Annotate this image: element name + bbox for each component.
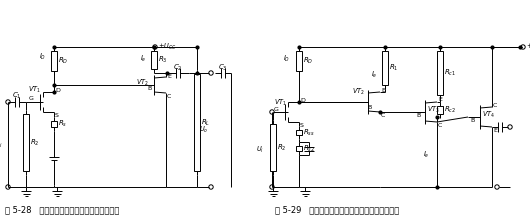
- Text: $VT_2$: $VT_2$: [136, 78, 149, 88]
- Text: $U_o$: $U_o$: [199, 125, 208, 135]
- Text: C: C: [438, 123, 443, 129]
- Text: G: G: [29, 97, 34, 101]
- Text: G: G: [274, 107, 279, 113]
- Text: C: C: [167, 95, 171, 99]
- Text: $R_D$: $R_D$: [303, 56, 313, 66]
- Bar: [51, 121, 57, 127]
- Text: $R_2$: $R_2$: [30, 137, 40, 148]
- Text: D: D: [55, 89, 60, 93]
- Bar: [51, 51, 57, 71]
- Text: B: B: [367, 105, 371, 111]
- Text: $I_e$: $I_e$: [422, 149, 429, 160]
- Bar: [270, 124, 276, 171]
- Text: $C_1$: $C_1$: [12, 91, 22, 101]
- Text: S: S: [300, 123, 304, 129]
- Text: C: C: [381, 113, 385, 119]
- Text: $R_{c1}$: $R_{c1}$: [444, 68, 456, 78]
- Bar: [437, 51, 443, 95]
- Text: $R_{c2}$: $R_{c2}$: [444, 105, 456, 115]
- Bar: [296, 146, 302, 151]
- Text: $U_i$: $U_i$: [0, 139, 2, 150]
- Bar: [296, 130, 302, 135]
- Text: $I_D$: $I_D$: [39, 52, 46, 62]
- Text: 图 5-28   源极接地放大器与射极跟随器的组合: 图 5-28 源极接地放大器与射极跟随器的组合: [5, 206, 119, 214]
- Text: $R_3$: $R_3$: [158, 55, 167, 65]
- Text: $R_{s2}$: $R_{s2}$: [303, 143, 315, 154]
- Text: $R_s$: $R_s$: [58, 119, 67, 129]
- Bar: [23, 114, 29, 171]
- Text: $R_L$: $R_L$: [201, 117, 210, 128]
- Text: B: B: [416, 113, 420, 119]
- Text: D: D: [300, 99, 305, 103]
- Text: $VT_4$: $VT_4$: [482, 110, 495, 120]
- Text: $VT_3$: $VT_3$: [427, 105, 440, 115]
- Text: E: E: [167, 73, 171, 79]
- Text: S: S: [55, 113, 59, 119]
- Text: C: C: [493, 103, 497, 109]
- Text: $VT_2$: $VT_2$: [352, 87, 365, 97]
- Text: $VT_1$: $VT_1$: [28, 85, 41, 95]
- Text: $I_e$: $I_e$: [370, 70, 377, 80]
- Text: $I_D$: $I_D$: [283, 54, 290, 64]
- Text: B: B: [470, 119, 474, 123]
- Text: $U_i$: $U_i$: [256, 144, 264, 155]
- Text: $C_3$: $C_3$: [218, 63, 228, 73]
- Text: E: E: [438, 97, 442, 103]
- Text: $R_2$: $R_2$: [277, 142, 287, 153]
- Text: E: E: [381, 87, 385, 93]
- Text: E: E: [493, 129, 497, 133]
- Text: $R_{ss}$: $R_{ss}$: [303, 127, 315, 138]
- Bar: [151, 51, 157, 69]
- Bar: [382, 51, 388, 85]
- Text: $+U_{CC}$: $+U_{CC}$: [526, 42, 530, 52]
- Bar: [296, 51, 302, 71]
- Text: $VT_1$: $VT_1$: [274, 98, 287, 108]
- Bar: [437, 106, 443, 114]
- Text: $R_1$: $R_1$: [389, 63, 399, 73]
- Text: $I_e$: $I_e$: [139, 54, 146, 64]
- Bar: [194, 74, 200, 171]
- Text: $C_2$: $C_2$: [173, 63, 183, 73]
- Text: $+U_{CC}$: $+U_{CC}$: [158, 42, 176, 52]
- Text: B: B: [147, 85, 151, 91]
- Text: 图 5-29   源极接地放大器与共发射极放大器的组合: 图 5-29 源极接地放大器与共发射极放大器的组合: [275, 206, 399, 214]
- Text: $R_D$: $R_D$: [58, 56, 68, 66]
